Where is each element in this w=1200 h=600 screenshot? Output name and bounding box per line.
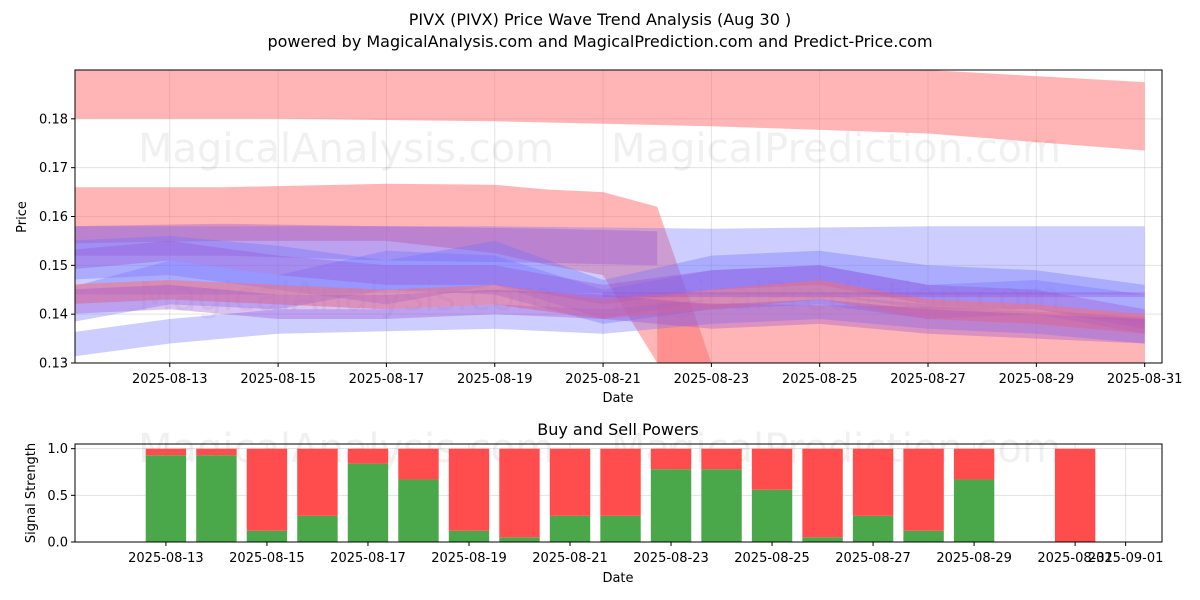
price-band-blue-5 xyxy=(75,294,1145,357)
buy-bar xyxy=(650,469,692,542)
price-band-red-0 xyxy=(75,70,1145,151)
price-bands xyxy=(75,70,1145,363)
sell-bar xyxy=(448,448,490,531)
signal-x-tick-label: 2025-09-01 xyxy=(1088,551,1164,566)
price-y-tick-label: 0.17 xyxy=(39,161,68,176)
sell-bar xyxy=(347,448,389,464)
price-y-axis-label: Price xyxy=(15,201,30,233)
sell-bar xyxy=(297,448,338,516)
chart-subtitle: powered by MagicalAnalysis.com and Magic… xyxy=(267,32,932,51)
buy-bar xyxy=(953,479,995,542)
price-y-tick-label: 0.18 xyxy=(39,112,68,127)
buy-bar xyxy=(448,530,490,542)
sell-bar xyxy=(398,448,439,480)
price-y-tick-label: 0.14 xyxy=(39,308,68,323)
signal-plot-frame xyxy=(74,443,1163,543)
price-x-tick-label: 2025-08-21 xyxy=(565,372,641,387)
signal-x-tick-label: 2025-08-23 xyxy=(633,551,709,566)
price-x-tick-label: 2025-08-31 xyxy=(1107,372,1183,387)
sell-bar xyxy=(549,448,591,516)
signal-y-tick-label: 0.0 xyxy=(47,536,68,551)
signal-chart: Buy and Sell Powers MagicalAnalysis.com … xyxy=(24,420,1163,586)
signal-chart-title: Buy and Sell Powers xyxy=(537,420,699,439)
price-band-red-1 xyxy=(75,183,712,363)
price-x-tick-label: 2025-08-27 xyxy=(890,372,966,387)
signal-x-tick-label: 2025-08-27 xyxy=(835,551,911,566)
price-y-tick-label: 0.15 xyxy=(39,259,68,274)
price-band-purple-8 xyxy=(75,240,1145,329)
price-x-axis-label: Date xyxy=(602,391,633,406)
signal-x-tick-label: 2025-08-19 xyxy=(431,551,507,566)
price-watermark-1: MagicalAnalysis.com xyxy=(138,126,554,172)
signal-x-axis-label: Date xyxy=(602,571,633,586)
buy-bar xyxy=(751,489,793,542)
sell-bar xyxy=(145,448,187,456)
buy-bar xyxy=(297,515,338,542)
buy-bar xyxy=(903,530,944,542)
price-x-tick-label: 2025-08-23 xyxy=(674,372,750,387)
signal-x-tick-label: 2025-08-25 xyxy=(734,551,810,566)
signal-x-axis: 2025-08-13 2025-08-15 2025-08-17 2025-08-19… xyxy=(128,542,1163,566)
buy-bar xyxy=(347,463,389,542)
signal-y-axis: 0.0 0.5 1.0 xyxy=(47,442,75,551)
price-y-tick-label: 0.16 xyxy=(39,210,68,225)
sell-bar xyxy=(903,448,944,531)
buy-bar xyxy=(499,537,540,542)
price-x-tick-label: 2025-08-13 xyxy=(132,372,208,387)
buy-bar xyxy=(802,537,843,542)
price-x-tick-label: 2025-08-29 xyxy=(999,372,1075,387)
sell-bar xyxy=(600,448,641,516)
signal-x-tick-label: 2025-08-15 xyxy=(229,551,305,566)
price-band-purple-11 xyxy=(603,292,1145,298)
price-band-blue-6 xyxy=(75,250,1145,334)
sell-bar xyxy=(499,448,540,538)
price-band-red-9 xyxy=(75,280,1145,334)
price-x-tick-label: 2025-08-15 xyxy=(240,372,316,387)
buy-bar xyxy=(196,455,237,542)
sell-bar xyxy=(802,448,843,538)
sell-bar xyxy=(650,448,692,470)
price-x-tick-label: 2025-08-19 xyxy=(457,372,533,387)
price-band-purple-4 xyxy=(75,223,658,266)
signal-y-tick-label: 1.0 xyxy=(47,442,68,457)
buy-bar xyxy=(145,455,187,542)
buy-bar xyxy=(398,479,439,542)
buy-bar xyxy=(549,515,591,542)
sell-bar xyxy=(1054,448,1096,542)
price-x-tick-label: 2025-08-17 xyxy=(349,372,425,387)
sell-bar xyxy=(246,448,288,531)
buy-bar xyxy=(246,530,288,542)
signal-x-tick-label: 2025-08-31 xyxy=(1037,551,1113,566)
price-band-blue-3 xyxy=(75,226,1145,295)
sell-bar xyxy=(751,448,793,490)
chart-title: PIVX (PIVX) Price Wave Trend Analysis (A… xyxy=(409,10,791,29)
signal-y-tick-label: 0.5 xyxy=(47,489,68,504)
sell-bar xyxy=(953,448,995,480)
buy-bar xyxy=(852,515,894,542)
buy-bar xyxy=(701,469,742,542)
sell-bar xyxy=(701,448,742,470)
signal-bars xyxy=(145,448,1096,542)
price-y-axis: 0.13 0.14 0.15 0.16 0.17 0.18 xyxy=(39,112,75,372)
price-band-purple-10 xyxy=(75,284,1145,344)
signal-y-axis-label: Signal Strength xyxy=(24,443,39,543)
price-chart: MagicalAnalysis.com MagicalPrediction.co… xyxy=(15,69,1182,406)
sell-bar xyxy=(852,448,894,516)
signal-x-tick-label: 2025-08-17 xyxy=(330,551,406,566)
signal-x-tick-label: 2025-08-29 xyxy=(936,551,1012,566)
buy-bar xyxy=(600,515,641,542)
price-x-tick-label: 2025-08-25 xyxy=(782,372,858,387)
signal-x-tick-label: 2025-08-13 xyxy=(128,551,204,566)
signal-x-tick-label: 2025-08-21 xyxy=(532,551,608,566)
price-y-tick-label: 0.13 xyxy=(39,357,68,372)
price-x-axis: 2025-08-13 2025-08-15 2025-08-17 2025-08-19… xyxy=(132,363,1182,387)
sell-bar xyxy=(196,448,237,456)
